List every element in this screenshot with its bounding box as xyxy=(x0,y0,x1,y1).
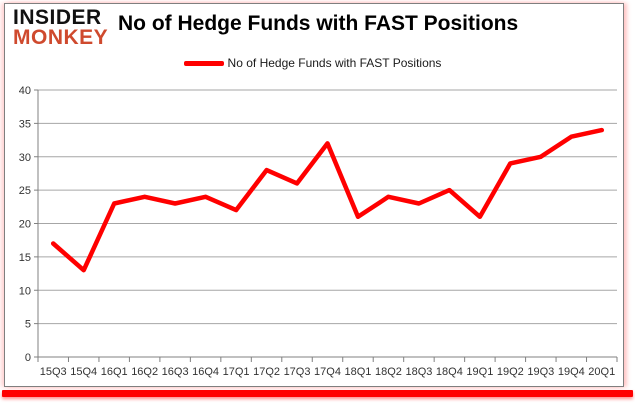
x-tick-label: 18Q2 xyxy=(375,366,402,378)
legend-label: No of Hedge Funds with FAST Positions xyxy=(227,56,442,70)
y-tick-label: 40 xyxy=(19,85,31,97)
x-tick-label: 19Q1 xyxy=(466,366,493,378)
y-tick-label: 30 xyxy=(19,152,31,164)
y-tick-label: 5 xyxy=(25,319,31,331)
logo-insider-text: INSIDER xyxy=(13,6,102,29)
chart-title: No of Hedge Funds with FAST Positions xyxy=(118,12,519,35)
x-tick-label: 16Q2 xyxy=(131,366,158,378)
y-tick-label: 25 xyxy=(19,185,31,197)
x-tick-label: 15Q3 xyxy=(40,366,67,378)
x-tick-label: 19Q4 xyxy=(558,366,585,378)
y-tick-label: 20 xyxy=(19,219,31,231)
x-tick-label: 20Q1 xyxy=(588,366,615,378)
x-tick-label: 19Q3 xyxy=(527,366,554,378)
y-tick-label: 35 xyxy=(19,118,31,130)
insider-monkey-logo: INSIDER MONKEY xyxy=(13,6,109,49)
y-tick-label: 0 xyxy=(25,352,31,364)
legend: No of Hedge Funds with FAST Positions xyxy=(0,56,625,70)
x-tick-label: 16Q1 xyxy=(101,366,128,378)
x-tick-label: 17Q2 xyxy=(253,366,280,378)
x-tick-label: 18Q3 xyxy=(405,366,432,378)
series-line xyxy=(50,127,605,273)
x-tick-label: 17Q4 xyxy=(314,366,341,378)
x-tick-label: 16Q3 xyxy=(162,366,189,378)
bottom-red-bar xyxy=(2,390,633,397)
y-tick-label: 15 xyxy=(19,252,31,264)
x-tick-label: 17Q3 xyxy=(284,366,311,378)
x-tick-label: 19Q2 xyxy=(497,366,524,378)
logo-monkey-text: MONKEY xyxy=(13,26,109,49)
y-tick-label: 10 xyxy=(19,285,31,297)
x-tick-label: 18Q4 xyxy=(436,366,463,378)
x-tick-label: 15Q4 xyxy=(70,366,97,378)
legend-line-swatch xyxy=(183,60,224,66)
x-tick-label: 16Q4 xyxy=(192,366,219,378)
x-tick-label: 18Q1 xyxy=(345,366,372,378)
x-tick-label: 17Q1 xyxy=(223,366,250,378)
chart-border-frame xyxy=(4,3,624,387)
